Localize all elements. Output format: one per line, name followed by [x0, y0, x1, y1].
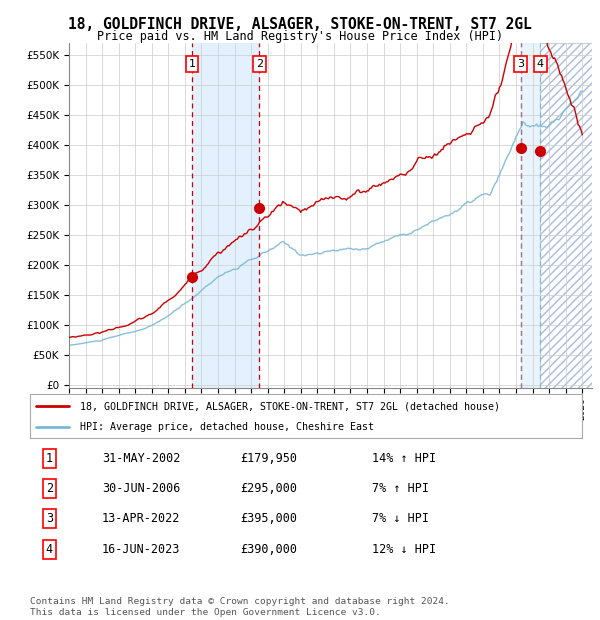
Text: 3: 3 [517, 59, 524, 69]
Text: 31-MAY-2002: 31-MAY-2002 [102, 452, 180, 465]
Text: 1: 1 [46, 452, 53, 465]
Text: 16-JUN-2023: 16-JUN-2023 [102, 542, 180, 556]
Text: 12% ↓ HPI: 12% ↓ HPI [372, 542, 436, 556]
Bar [521, 43, 540, 388]
Text: HPI: Average price, detached house, Cheshire East: HPI: Average price, detached house, Ches… [80, 422, 374, 432]
Text: 4: 4 [46, 542, 53, 556]
Text: 14% ↑ HPI: 14% ↑ HPI [372, 452, 436, 465]
Text: Contains HM Land Registry data © Crown copyright and database right 2024.
This d: Contains HM Land Registry data © Crown c… [30, 598, 450, 617]
Text: 4: 4 [536, 59, 544, 69]
Bar [192, 43, 259, 388]
Text: 7% ↑ HPI: 7% ↑ HPI [372, 482, 429, 495]
Text: 13-APR-2022: 13-APR-2022 [102, 512, 180, 525]
Text: £390,000: £390,000 [240, 542, 297, 556]
Text: 2: 2 [46, 482, 53, 495]
Text: Price paid vs. HM Land Registry's House Price Index (HPI): Price paid vs. HM Land Registry's House … [97, 30, 503, 43]
Text: 7% ↓ HPI: 7% ↓ HPI [372, 512, 429, 525]
Text: 1: 1 [188, 59, 196, 69]
Text: 18, GOLDFINCH DRIVE, ALSAGER, STOKE-ON-TRENT, ST7 2GL: 18, GOLDFINCH DRIVE, ALSAGER, STOKE-ON-T… [68, 17, 532, 32]
Text: £295,000: £295,000 [240, 482, 297, 495]
Bar [540, 43, 592, 388]
Text: 2: 2 [256, 59, 263, 69]
Text: 18, GOLDFINCH DRIVE, ALSAGER, STOKE-ON-TRENT, ST7 2GL (detached house): 18, GOLDFINCH DRIVE, ALSAGER, STOKE-ON-T… [80, 401, 500, 411]
Text: 3: 3 [46, 512, 53, 525]
Text: £179,950: £179,950 [240, 452, 297, 465]
Text: £395,000: £395,000 [240, 512, 297, 525]
Text: 30-JUN-2006: 30-JUN-2006 [102, 482, 180, 495]
